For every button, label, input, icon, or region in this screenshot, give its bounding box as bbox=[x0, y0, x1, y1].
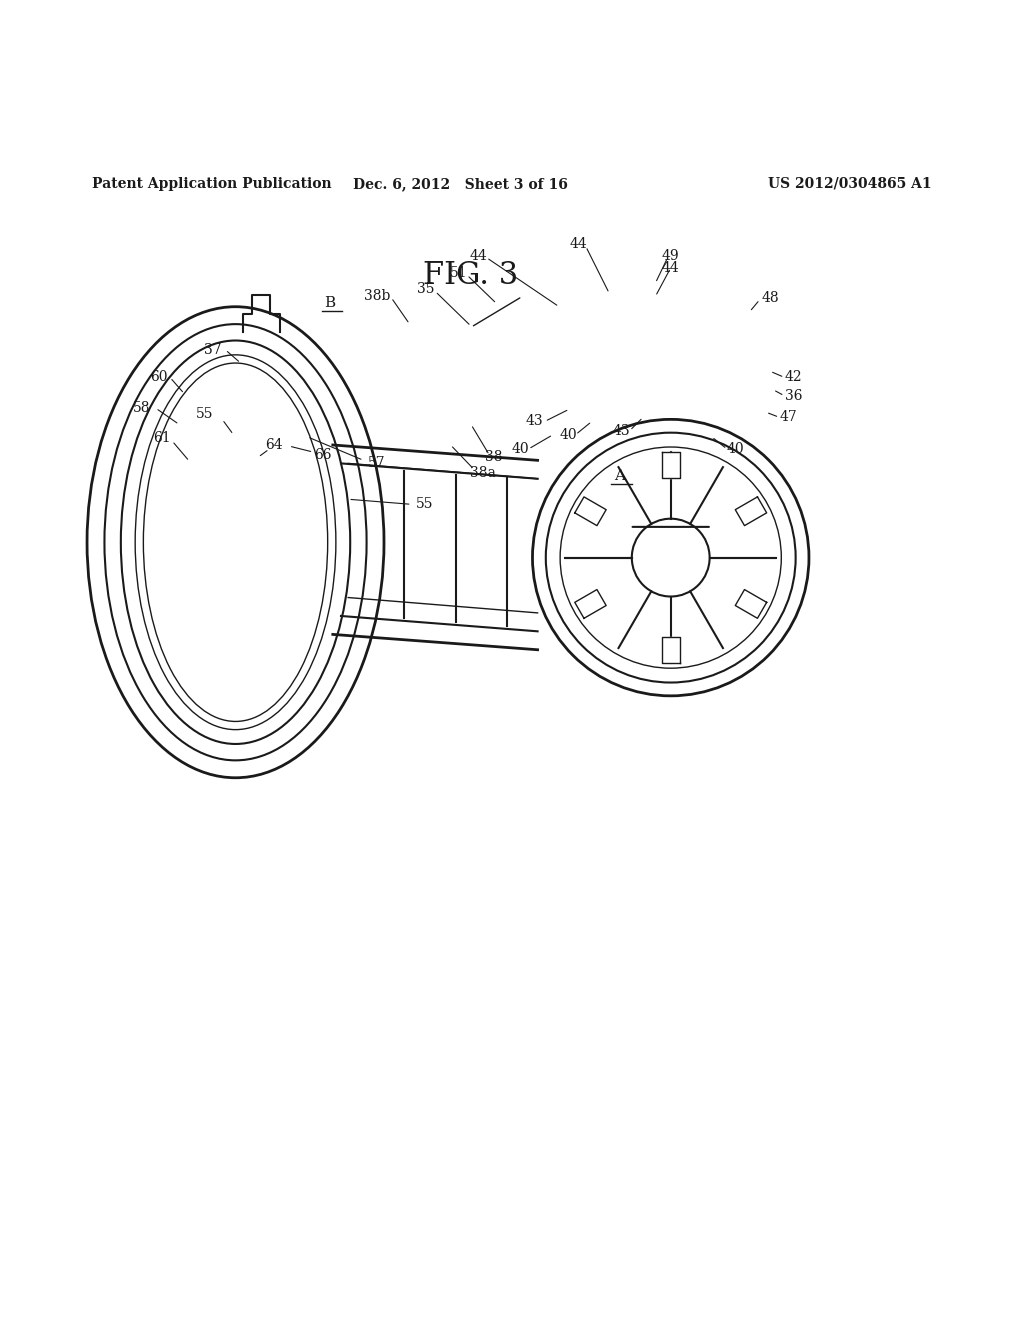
Text: A: A bbox=[614, 469, 625, 483]
Text: FIG. 3: FIG. 3 bbox=[423, 260, 519, 292]
Text: 47: 47 bbox=[779, 411, 798, 424]
Polygon shape bbox=[735, 590, 767, 618]
Polygon shape bbox=[662, 638, 680, 663]
Text: 49: 49 bbox=[662, 248, 680, 263]
Text: 37: 37 bbox=[204, 343, 222, 356]
Text: 44: 44 bbox=[469, 248, 487, 263]
Text: 38a: 38a bbox=[470, 466, 497, 479]
Polygon shape bbox=[574, 590, 606, 618]
Text: 57: 57 bbox=[368, 457, 386, 470]
Text: 40: 40 bbox=[559, 428, 578, 442]
Text: US 2012/0304865 A1: US 2012/0304865 A1 bbox=[768, 177, 932, 191]
Text: 40: 40 bbox=[511, 442, 529, 455]
Text: 40: 40 bbox=[726, 442, 744, 455]
Text: Dec. 6, 2012   Sheet 3 of 16: Dec. 6, 2012 Sheet 3 of 16 bbox=[353, 177, 568, 191]
Text: 43: 43 bbox=[525, 414, 544, 429]
Polygon shape bbox=[662, 453, 680, 478]
Text: 58: 58 bbox=[132, 401, 151, 414]
Text: 38: 38 bbox=[484, 450, 503, 465]
Text: 42: 42 bbox=[784, 371, 803, 384]
Text: 38b: 38b bbox=[364, 289, 390, 304]
Text: 64: 64 bbox=[265, 438, 284, 451]
Text: Patent Application Publication: Patent Application Publication bbox=[92, 177, 332, 191]
Text: 55: 55 bbox=[416, 498, 434, 511]
Polygon shape bbox=[574, 496, 606, 525]
Text: 66: 66 bbox=[313, 449, 332, 462]
Text: B: B bbox=[325, 296, 335, 310]
Text: 44: 44 bbox=[662, 261, 680, 275]
Text: 51: 51 bbox=[450, 265, 468, 280]
Polygon shape bbox=[735, 496, 767, 525]
Text: 36: 36 bbox=[784, 389, 803, 403]
Text: 60: 60 bbox=[150, 371, 168, 384]
Text: 35: 35 bbox=[417, 282, 435, 296]
Text: 44: 44 bbox=[569, 238, 588, 251]
Text: 55: 55 bbox=[196, 408, 214, 421]
Text: 61: 61 bbox=[153, 430, 171, 445]
Text: 43: 43 bbox=[612, 424, 631, 438]
Text: 48: 48 bbox=[761, 290, 779, 305]
